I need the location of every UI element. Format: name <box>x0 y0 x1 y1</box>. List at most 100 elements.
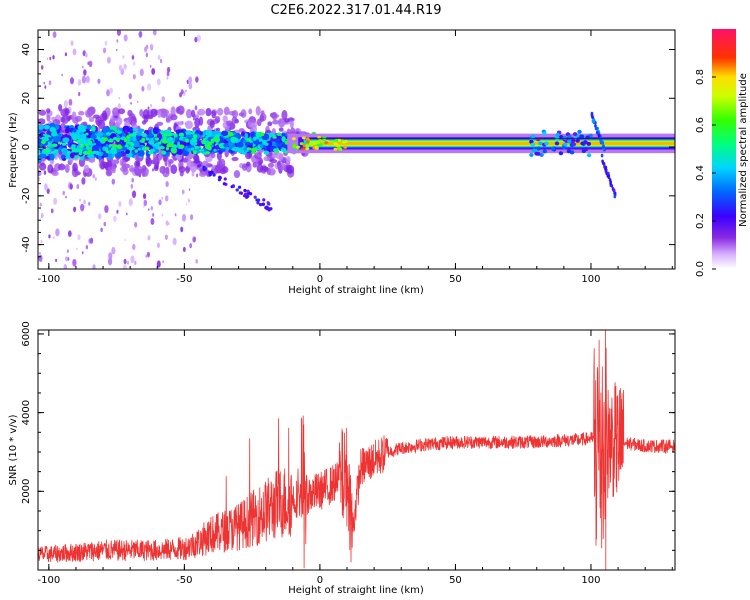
spectrogram-noise-blob <box>195 259 198 264</box>
snr-ticks: -100 -50 0 50 100 2000 4000 6000 <box>21 321 675 586</box>
spectrogram-transition-blob <box>295 145 300 149</box>
snr-xtick-label: -100 <box>37 575 60 586</box>
spectrogram-highlight-blob <box>162 140 168 144</box>
spectrogram-transition-blob <box>318 143 323 147</box>
spectrogram-transition-blob <box>301 136 306 140</box>
spectrogram-noise-blob <box>39 252 41 255</box>
spectrogram-core-blob <box>281 136 286 143</box>
spectrogram-core-blob <box>86 124 92 131</box>
spectrogram-highlight-blob <box>228 132 234 137</box>
spectrogram-core-blob <box>225 147 230 151</box>
spectrogram-noise-blob <box>83 69 87 76</box>
spectrogram-halo-blob <box>141 120 147 125</box>
spectrogram-noise-blob <box>187 198 190 203</box>
spectrogram-noise-blob <box>179 92 183 98</box>
spectrogram-highlight-blob <box>163 133 167 137</box>
spectrogram-core-blob <box>102 126 111 134</box>
spectrogram-highlight-blob <box>201 140 207 143</box>
spectrogram-spike-blob <box>596 126 599 131</box>
spectrogram-noise-blob <box>81 75 87 84</box>
spectrogram-core-blob <box>43 124 50 130</box>
spectrogram-transition-blob <box>305 140 310 144</box>
spectrogram-highlight-blob <box>105 148 109 153</box>
spectrogram-noise-blob <box>131 177 135 183</box>
spectrogram-halo-blob <box>234 118 239 124</box>
spectrogram-noise-blob <box>132 243 136 251</box>
spectrogram-core-blob <box>91 125 96 133</box>
spectrogram-feature-blob <box>529 152 534 157</box>
spectrogram-core-blob <box>266 140 273 148</box>
spectrogram-core-blob <box>102 152 109 157</box>
spectrogram-trail-blob <box>266 201 270 205</box>
spectrogram-noise-blob <box>122 264 127 269</box>
spectrogram-highlight-blob <box>178 144 185 149</box>
spectrogram-noise-blob <box>48 234 51 239</box>
spectrogram-highlight-blob <box>277 132 281 136</box>
spectrogram-halo-blob <box>170 106 176 117</box>
colorbar-ticks: 0.0 0.2 0.4 0.6 0.8 <box>695 69 716 277</box>
spectrogram-noise-blob <box>73 206 77 213</box>
spectrogram-highlight-blob <box>158 146 165 150</box>
spectrogram-noise-blob <box>38 254 43 263</box>
spectrogram-halo-blob <box>117 108 126 115</box>
spectrogram-highlight-blob <box>166 143 173 148</box>
spectrogram-feature-blob <box>579 134 585 139</box>
spectrogram-trail-blob <box>261 202 265 206</box>
spectrogram-noise-blob <box>89 237 94 244</box>
spectrogram-noise-blob <box>76 247 78 251</box>
spectrogram-core-blob <box>230 136 237 143</box>
spectrogram-halo-blob <box>170 114 178 121</box>
spectrogram-noise-blob <box>158 199 162 206</box>
spectrogram-halo-blob <box>194 117 201 128</box>
spectrogram-transition-blob <box>333 147 338 151</box>
spectrogram-highlight-blob <box>255 135 259 140</box>
colorbar-gradient <box>712 29 736 269</box>
spectrogram-transition-blob <box>322 136 327 140</box>
spectrogram-highlight-blob <box>213 148 217 152</box>
snr-xtick-label: 50 <box>449 575 462 586</box>
spectrogram-transition-blob <box>305 147 310 151</box>
spectrogram-noise-blob <box>63 264 68 269</box>
spectrogram-highlight-blob <box>260 132 265 137</box>
spectrogram-ytick-label: 0 <box>21 144 32 150</box>
spectrogram-noise-blob <box>166 66 171 73</box>
spectrogram-core-blob <box>154 142 160 150</box>
spectrogram-noise-blob <box>58 104 63 112</box>
spectrogram-feature-blob <box>583 147 589 152</box>
spectrogram-feature-blob <box>542 149 547 154</box>
spectrogram-halo-blob <box>285 155 291 165</box>
spectrogram-noise-blob <box>131 55 135 60</box>
spectrogram-halo-blob <box>88 116 95 123</box>
spectrogram-core-blob <box>129 126 134 135</box>
spectrogram-spike-blob <box>592 119 595 124</box>
snr-xtick-label: 0 <box>317 575 323 586</box>
spectrogram-core-blob <box>262 145 268 149</box>
colorbar-tick-label: 0.4 <box>695 165 706 181</box>
spectrogram-halo-blob <box>95 116 102 126</box>
spectrogram-highlight-blob <box>166 133 172 137</box>
spectrogram-trail-blob <box>262 198 266 202</box>
spectrogram-noise-blob <box>53 197 58 205</box>
spectrogram-trail-blob <box>258 203 263 207</box>
spectrogram-feature-blob <box>555 132 560 137</box>
spectrogram-highlight-blob <box>116 144 122 149</box>
spectrogram-noise-blob <box>49 56 52 61</box>
spectrogram-noise-blob <box>83 199 86 205</box>
spectrogram-highlight-blob <box>272 136 277 139</box>
spectrogram-noise-blob <box>151 68 156 75</box>
spectrogram-halo-blob <box>74 115 83 122</box>
spectrogram-highlight-blob <box>82 150 89 156</box>
spectrogram-noise-blob <box>116 39 119 43</box>
spectrogram-xtick-label: 0 <box>317 274 323 285</box>
spectrogram-noise-blob <box>168 222 170 226</box>
spectrogram-core-blob <box>49 153 55 161</box>
spectrogram-halo-blob <box>216 107 224 116</box>
spectrogram-highlight-blob <box>83 141 90 145</box>
spectrogram-noise-blob <box>113 215 117 222</box>
spectrogram-core-blob <box>132 127 138 132</box>
spectrogram-noise-blob <box>124 238 126 242</box>
spectrogram-noise-blob <box>161 213 164 217</box>
spectrogram-highlight-blob <box>173 133 178 138</box>
spectrogram-noise-blob <box>106 89 111 97</box>
spectrogram-heatmap <box>38 30 675 269</box>
